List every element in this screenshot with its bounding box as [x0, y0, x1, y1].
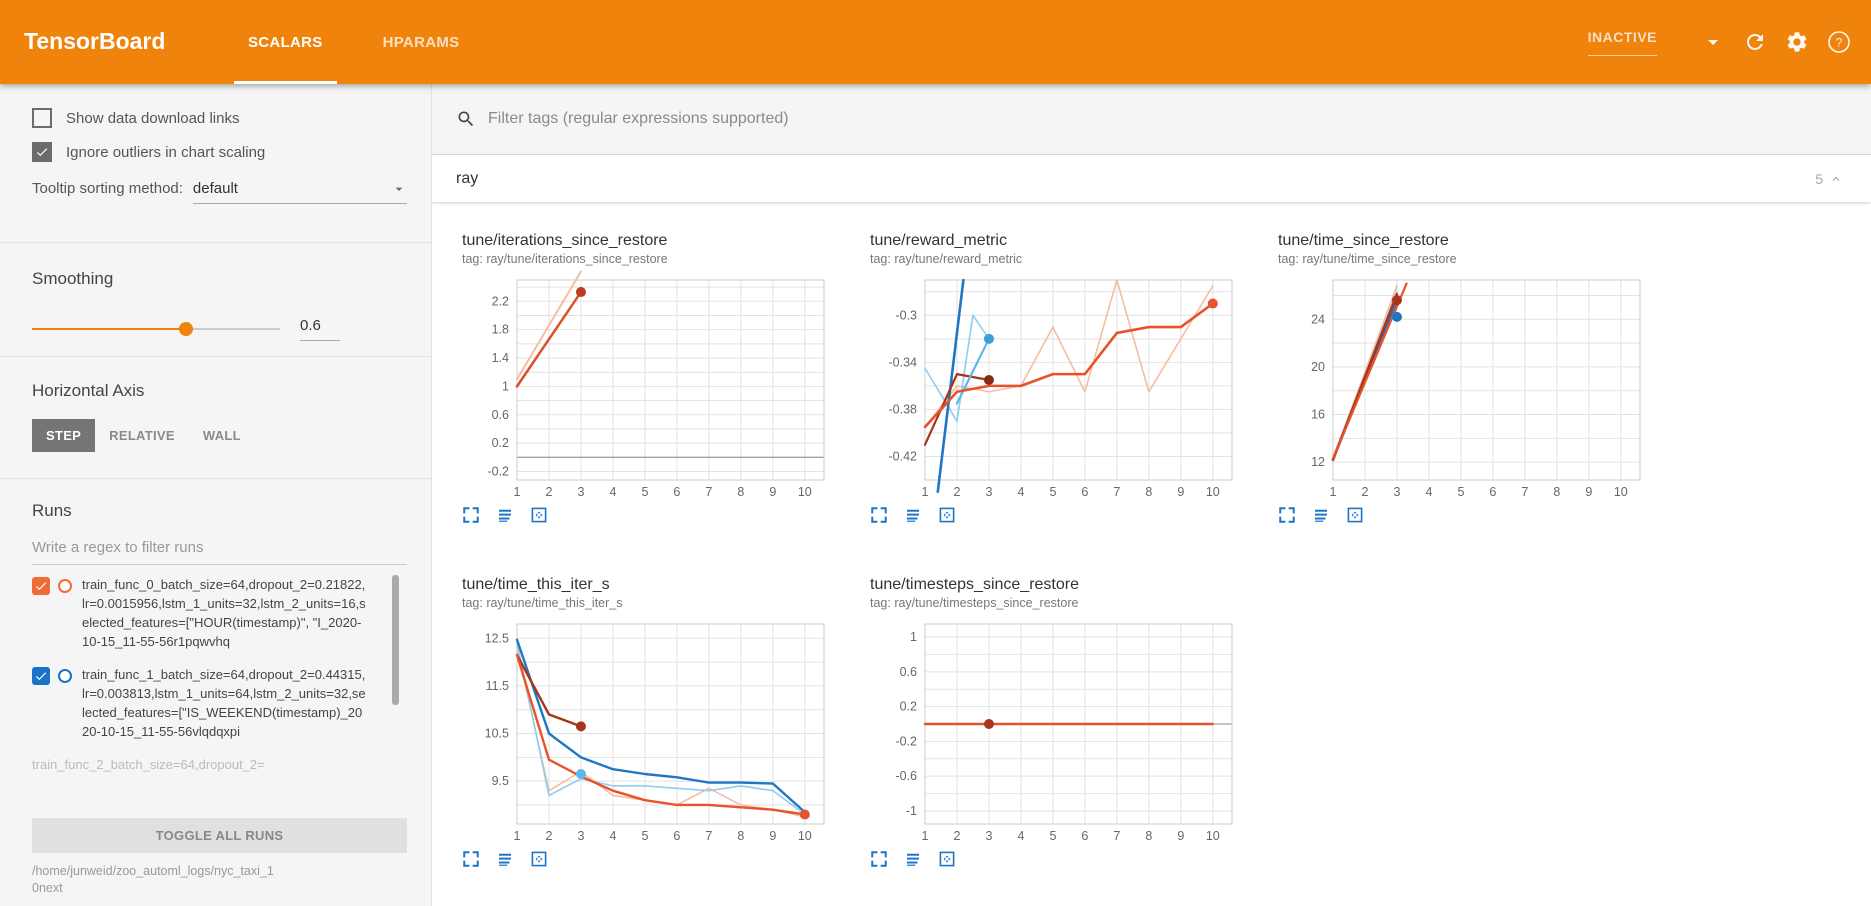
- svg-text:0.6: 0.6: [900, 665, 917, 679]
- svg-text:-0.42: -0.42: [889, 449, 918, 463]
- svg-text:-0.3: -0.3: [895, 308, 917, 322]
- svg-text:1: 1: [922, 829, 929, 843]
- svg-text:1: 1: [922, 485, 929, 499]
- svg-text:1: 1: [502, 379, 509, 393]
- svg-text:5: 5: [641, 829, 648, 843]
- svg-text:16: 16: [1311, 408, 1325, 422]
- svg-text:1: 1: [514, 829, 521, 843]
- svg-text:9: 9: [1177, 485, 1184, 499]
- svg-text:1.4: 1.4: [492, 351, 509, 365]
- svg-text:8: 8: [1553, 485, 1560, 499]
- svg-text:3: 3: [577, 829, 584, 843]
- svg-text:3: 3: [577, 485, 584, 499]
- svg-text:2: 2: [546, 829, 553, 843]
- svg-text:10: 10: [798, 485, 812, 499]
- svg-text:1: 1: [1330, 485, 1337, 499]
- svg-text:8: 8: [737, 485, 744, 499]
- svg-text:8: 8: [1145, 485, 1152, 499]
- svg-text:4: 4: [1017, 485, 1024, 499]
- svg-text:9: 9: [769, 485, 776, 499]
- svg-text:7: 7: [705, 485, 712, 499]
- svg-text:9: 9: [1177, 829, 1184, 843]
- svg-text:2: 2: [1362, 485, 1369, 499]
- svg-text:1: 1: [514, 485, 521, 499]
- svg-text:24: 24: [1311, 312, 1325, 326]
- svg-text:5: 5: [1049, 829, 1056, 843]
- svg-text:7: 7: [1113, 485, 1120, 499]
- svg-text:2: 2: [546, 485, 553, 499]
- svg-text:12.5: 12.5: [485, 631, 509, 645]
- svg-text:3: 3: [985, 829, 992, 843]
- svg-text:-0.38: -0.38: [889, 402, 918, 416]
- svg-text:7: 7: [1113, 829, 1120, 843]
- svg-text:1.8: 1.8: [492, 323, 509, 337]
- svg-text:5: 5: [641, 485, 648, 499]
- svg-text:10.5: 10.5: [485, 727, 509, 741]
- svg-text:2: 2: [954, 485, 961, 499]
- svg-text:6: 6: [673, 829, 680, 843]
- svg-text:-0.2: -0.2: [487, 464, 509, 478]
- svg-text:0.6: 0.6: [492, 408, 509, 422]
- svg-text:4: 4: [609, 829, 616, 843]
- svg-text:-0.2: -0.2: [895, 734, 917, 748]
- svg-text:10: 10: [1206, 485, 1220, 499]
- svg-text:10: 10: [798, 829, 812, 843]
- svg-text:6: 6: [673, 485, 680, 499]
- svg-text:?: ?: [1836, 36, 1843, 50]
- svg-text:9.5: 9.5: [492, 774, 509, 788]
- svg-text:-0.34: -0.34: [889, 355, 918, 369]
- svg-text:20: 20: [1311, 360, 1325, 374]
- svg-text:1: 1: [910, 630, 917, 644]
- svg-text:7: 7: [705, 829, 712, 843]
- svg-text:0.2: 0.2: [492, 436, 509, 450]
- svg-text:3: 3: [1393, 485, 1400, 499]
- svg-text:10: 10: [1614, 485, 1628, 499]
- svg-text:0.2: 0.2: [900, 700, 917, 714]
- svg-text:4: 4: [1425, 485, 1432, 499]
- svg-text:4: 4: [609, 485, 616, 499]
- svg-text:11.5: 11.5: [486, 679, 509, 693]
- svg-text:5: 5: [1457, 485, 1464, 499]
- svg-text:12: 12: [1311, 455, 1325, 469]
- svg-text:5: 5: [1049, 485, 1056, 499]
- svg-text:10: 10: [1206, 829, 1220, 843]
- svg-text:9: 9: [769, 829, 776, 843]
- svg-text:7: 7: [1521, 485, 1528, 499]
- svg-text:-0.6: -0.6: [895, 769, 917, 783]
- svg-text:4: 4: [1017, 829, 1024, 843]
- svg-text:6: 6: [1081, 485, 1088, 499]
- svg-text:6: 6: [1081, 829, 1088, 843]
- svg-text:8: 8: [737, 829, 744, 843]
- svg-text:2: 2: [954, 829, 961, 843]
- svg-text:9: 9: [1585, 485, 1592, 499]
- svg-text:-1: -1: [906, 804, 917, 818]
- svg-text:6: 6: [1489, 485, 1496, 499]
- svg-text:8: 8: [1145, 829, 1152, 843]
- svg-text:3: 3: [985, 485, 992, 499]
- svg-text:2.2: 2.2: [492, 294, 509, 308]
